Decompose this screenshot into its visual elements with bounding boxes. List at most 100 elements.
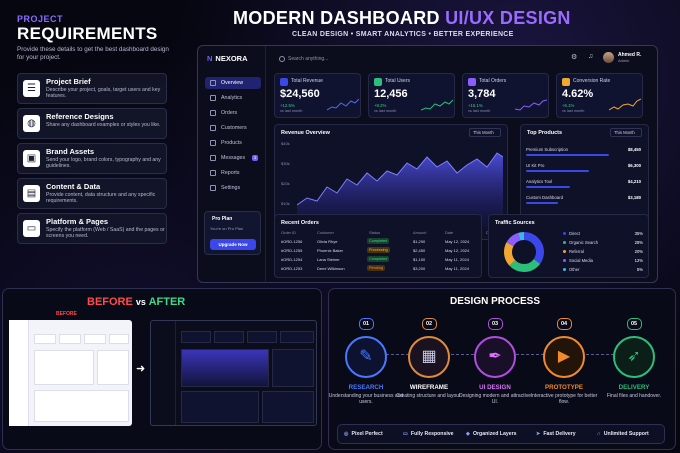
clipboard-icon: ☰ — [23, 80, 40, 97]
main-title: MODERN DASHBOARD UI/UX DESIGN — [233, 8, 571, 28]
layers-icon: ◈ — [466, 431, 470, 437]
play-icon: ▶ — [543, 336, 585, 378]
requirement-desc: Describe your project, goals, target use… — [46, 87, 161, 100]
period-select[interactable]: This Month — [610, 128, 642, 137]
stat-label: Total Orders — [479, 78, 507, 84]
y-tick: $20k — [281, 181, 290, 186]
revenue-overview-panel: Revenue Overview This Month $40k $30k $2… — [274, 124, 508, 240]
nav-orders[interactable]: Orders — [205, 107, 261, 119]
feature-unlimited-support: ∩ Unlimited Support — [597, 431, 649, 437]
requirement-title: Content & Data — [46, 182, 101, 191]
avatar[interactable] — [603, 52, 614, 63]
requirement-desc: Send your logo, brand colors, typography… — [46, 157, 161, 170]
top-products-title: Top Products — [527, 130, 563, 136]
users-icon — [374, 78, 382, 86]
sparkline — [327, 98, 359, 111]
status-badge: Completed — [367, 238, 390, 244]
messages-badge: 3 — [252, 155, 258, 161]
sidebar: N NEXORA Overview Analytics Orders Custom… — [198, 46, 266, 282]
rocket-icon: ➶ — [613, 336, 655, 378]
feature-fully-responsive: ▭ Fully Responsive — [403, 431, 454, 437]
sparkline — [421, 99, 453, 111]
requirements-title: REQUIREMENTS — [17, 24, 158, 43]
nav-customers[interactable]: Customers — [205, 122, 261, 134]
process-step-prototype: 04 ▶ PROTOTYPE Interactive prototype for… — [526, 318, 602, 406]
requirements-tag: PROJECT — [17, 14, 64, 24]
nav-reports[interactable]: Reports — [205, 167, 261, 179]
y-tick: $10k — [281, 201, 290, 206]
legend-item: Direct 35% — [563, 231, 643, 236]
arrow-right-icon: ➜ — [136, 363, 146, 375]
nav-messages[interactable]: Messages 3 — [205, 152, 261, 164]
user-name: Ahmed R. Admin — [618, 52, 642, 63]
requirement-card-reference-designs: ◍ Reference Designs Share any dashboard … — [17, 108, 167, 139]
traffic-sources-panel: Traffic Sources Direct 35% Organic Search… — [488, 214, 649, 278]
status-badge: Pending — [367, 265, 385, 271]
legend-item: Social Media 12% — [563, 258, 643, 263]
product-row: Analytics Tool $4,210 — [526, 179, 641, 188]
palette-icon: ◍ — [23, 115, 40, 132]
legend-item: Referral 20% — [563, 249, 643, 254]
dashboard-mockup: N NEXORA Overview Analytics Orders Custom… — [197, 45, 658, 283]
stat-label: Total Users — [385, 78, 411, 84]
product-row: UI Kit Pro $6,300 — [526, 163, 641, 172]
requirement-card-platform-pages: ▭ Platform & Pages Specify the platform … — [17, 213, 167, 244]
nav-analytics[interactable]: Analytics — [205, 92, 261, 104]
features-bar: ◎ Pixel Perfect ▭ Fully Responsive ◈ Organi… — [337, 424, 665, 444]
stat-value: 4.62% — [562, 88, 594, 100]
cart-icon — [468, 78, 476, 86]
requirement-title: Project Brief — [46, 77, 91, 86]
traffic-title: Traffic Sources — [495, 220, 535, 226]
before-after-title: BEFORE vs AFTER — [87, 296, 186, 308]
main-subtitle: CLEAN DESIGN • SMART ANALYTICS • BETTER … — [292, 31, 514, 38]
requirement-card-project-brief: ☰ Project Brief Describe your project, g… — [17, 73, 167, 104]
upgrade-button[interactable]: Upgrade Now — [210, 239, 256, 250]
research-icon: ✎ — [345, 336, 387, 378]
requirement-title: Platform & Pages — [46, 217, 109, 226]
requirement-card-brand-assets: ▣ Brand Assets Send your logo, brand col… — [17, 143, 167, 174]
stat-card-revenue: Total Revenue $24,560 +12.5% vs last mon… — [274, 73, 361, 118]
y-tick: $40k — [281, 141, 290, 146]
search-input[interactable]: Search anything... — [278, 54, 368, 64]
requirement-desc: Specify the platform (Web / SaaS) and th… — [46, 227, 165, 240]
nav-products[interactable]: Products — [205, 137, 261, 149]
stat-value: $24,560 — [280, 88, 320, 100]
gear-icon[interactable]: ⚙ — [571, 54, 578, 61]
requirements-subtitle: Provide these details to get the best da… — [17, 46, 169, 61]
traffic-donut — [504, 232, 544, 272]
process-step-research: 01 ✎ RESEARCH Understanding your busines… — [328, 318, 404, 406]
requirement-desc: Share any dashboard examples or styles y… — [46, 122, 161, 128]
stat-sub: vs last month — [280, 109, 303, 113]
column-header: Status — [369, 230, 381, 235]
bell-icon[interactable]: ♫ — [588, 53, 594, 60]
wireframe-icon: ▦ — [408, 336, 450, 378]
stat-change: +8.2% — [374, 103, 387, 108]
pro-plan-desc: You're on Pro Plan — [210, 226, 244, 231]
design-process-title: DESIGN PROCESS — [450, 296, 541, 307]
column-header: Date — [445, 230, 454, 235]
legend-item: Organic Search 28% — [563, 240, 643, 245]
dollar-icon — [280, 78, 288, 86]
y-tick: $30k — [281, 161, 290, 166]
before-screenshot — [9, 320, 132, 426]
sparkline — [609, 98, 641, 111]
product-row: Custom Dashboard $3,180 — [526, 195, 641, 204]
stat-card-orders: Total Orders 3,784 +15.1% vs last month — [462, 73, 549, 118]
headset-icon: ∩ — [597, 431, 601, 437]
nav-settings[interactable]: Settings — [205, 182, 261, 194]
after-screenshot — [150, 320, 317, 426]
requirement-desc: Provide content, data structure and any … — [46, 192, 156, 205]
stat-sub: vs last month — [374, 109, 397, 113]
requirement-card-content-data: ▤ Content & Data Provide content, data s… — [17, 178, 167, 209]
pro-plan-card: Pro Plan You're on Pro Plan Upgrade Now — [204, 211, 261, 255]
period-select[interactable]: This Month — [469, 128, 501, 137]
brand-logo: N NEXORA — [207, 54, 248, 63]
feature-pixel-perfect: ◎ Pixel Perfect — [344, 431, 383, 437]
status-badge: Processing — [367, 247, 390, 253]
recent-orders-panel: Recent Orders Order ID Customer Status A… — [274, 214, 482, 278]
feature-organized-layers: ◈ Organized Layers — [466, 431, 517, 437]
feature-fast-delivery: ➤ Fast Delivery — [536, 431, 576, 437]
conversion-icon — [562, 78, 570, 86]
stat-change: +15.1% — [468, 103, 483, 108]
nav-overview[interactable]: Overview — [205, 77, 261, 89]
